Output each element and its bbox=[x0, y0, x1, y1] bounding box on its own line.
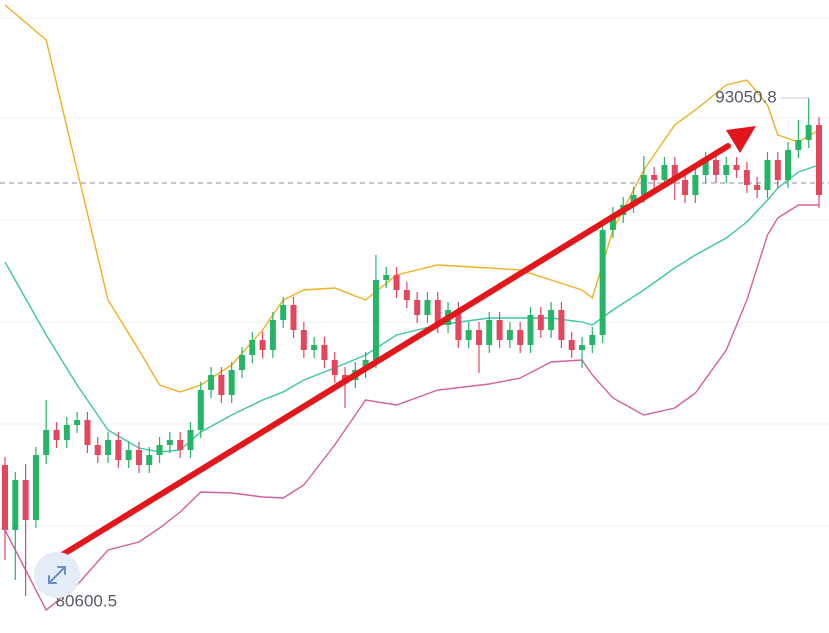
candle-body bbox=[640, 175, 647, 195]
candle-body bbox=[280, 305, 287, 320]
candle-body bbox=[84, 420, 91, 445]
candle-body bbox=[527, 315, 534, 345]
candle-body bbox=[342, 375, 349, 380]
candle-body bbox=[743, 170, 750, 185]
candle-body bbox=[434, 300, 441, 325]
candle-body bbox=[259, 340, 266, 350]
candle-body bbox=[12, 480, 19, 530]
candle-body bbox=[785, 150, 792, 180]
candle-body bbox=[517, 330, 524, 345]
candle-body bbox=[43, 430, 50, 455]
candle-body bbox=[300, 330, 307, 350]
candle-body bbox=[661, 165, 668, 180]
expand-button[interactable] bbox=[34, 552, 80, 598]
candle-body bbox=[238, 355, 245, 370]
candle-body bbox=[486, 320, 493, 345]
candle-body bbox=[197, 390, 204, 430]
candle-body bbox=[682, 180, 689, 195]
candle-body bbox=[218, 375, 225, 395]
band-line bbox=[4, 164, 820, 453]
candle-body bbox=[228, 370, 235, 395]
candle-body bbox=[702, 160, 709, 175]
candle-body bbox=[816, 125, 822, 195]
candle-body bbox=[269, 320, 276, 350]
candle-body bbox=[651, 175, 658, 180]
candle-body bbox=[568, 340, 575, 350]
candle-body bbox=[589, 335, 596, 345]
candle-body bbox=[599, 230, 606, 335]
candle-body bbox=[372, 280, 379, 360]
candle-body bbox=[414, 300, 421, 315]
candle-body bbox=[774, 160, 781, 180]
candle-body bbox=[424, 300, 431, 315]
candle-body bbox=[465, 330, 472, 340]
arrow-head bbox=[726, 126, 756, 153]
candle-body bbox=[187, 430, 194, 450]
candle-body bbox=[166, 440, 173, 445]
candle-body bbox=[795, 140, 802, 150]
labels: 93050.8 80600.5 bbox=[56, 87, 809, 610]
grid bbox=[0, 17, 829, 527]
candle-body bbox=[712, 160, 719, 175]
candle-body bbox=[331, 360, 338, 375]
candle-body bbox=[558, 310, 565, 340]
candle-body bbox=[290, 305, 297, 330]
candle-body bbox=[548, 310, 555, 330]
candle-body bbox=[496, 320, 503, 340]
candle-body bbox=[362, 360, 369, 370]
candle-body bbox=[94, 445, 101, 455]
candle-body bbox=[764, 160, 771, 190]
candle-body bbox=[671, 165, 678, 180]
candle-body bbox=[208, 375, 215, 390]
candle-body bbox=[2, 465, 8, 530]
candle-body bbox=[125, 450, 132, 460]
candle-body bbox=[383, 275, 390, 280]
candle-body bbox=[115, 440, 122, 460]
candle-body bbox=[403, 290, 410, 300]
candles bbox=[2, 97, 822, 596]
band-line bbox=[4, 204, 819, 612]
candle-body bbox=[733, 165, 740, 170]
candle-body bbox=[156, 445, 163, 455]
candle-body bbox=[321, 345, 328, 360]
candle-body bbox=[692, 175, 699, 195]
candle-body bbox=[249, 340, 256, 355]
candle-body bbox=[63, 425, 70, 440]
candle-body bbox=[135, 450, 142, 465]
candle-body bbox=[805, 125, 812, 140]
candle-body bbox=[475, 330, 482, 345]
candle-body bbox=[754, 185, 761, 190]
candle-body bbox=[146, 455, 153, 465]
annotation-label: 93050.8 bbox=[715, 87, 776, 106]
candle-body bbox=[723, 165, 730, 175]
candle-body bbox=[455, 310, 462, 340]
arrow-shaft bbox=[59, 143, 731, 558]
candle-body bbox=[53, 430, 60, 440]
band-line bbox=[4, 4, 820, 393]
trend-arrow bbox=[59, 126, 756, 558]
candle-body bbox=[537, 315, 544, 330]
candle-body bbox=[177, 440, 184, 450]
candle-body bbox=[393, 275, 400, 290]
candle-body bbox=[105, 440, 112, 455]
candle-body bbox=[579, 345, 586, 350]
bands bbox=[4, 4, 820, 612]
candle-body bbox=[609, 215, 616, 230]
candle-body bbox=[630, 195, 637, 205]
candle-body bbox=[32, 455, 39, 520]
candle-body bbox=[311, 345, 318, 350]
candle-body bbox=[506, 330, 513, 340]
expand-icon[interactable] bbox=[48, 566, 66, 584]
annotation-label: 80600.5 bbox=[56, 591, 117, 610]
candle-body bbox=[74, 420, 81, 425]
candle-body bbox=[22, 480, 29, 520]
